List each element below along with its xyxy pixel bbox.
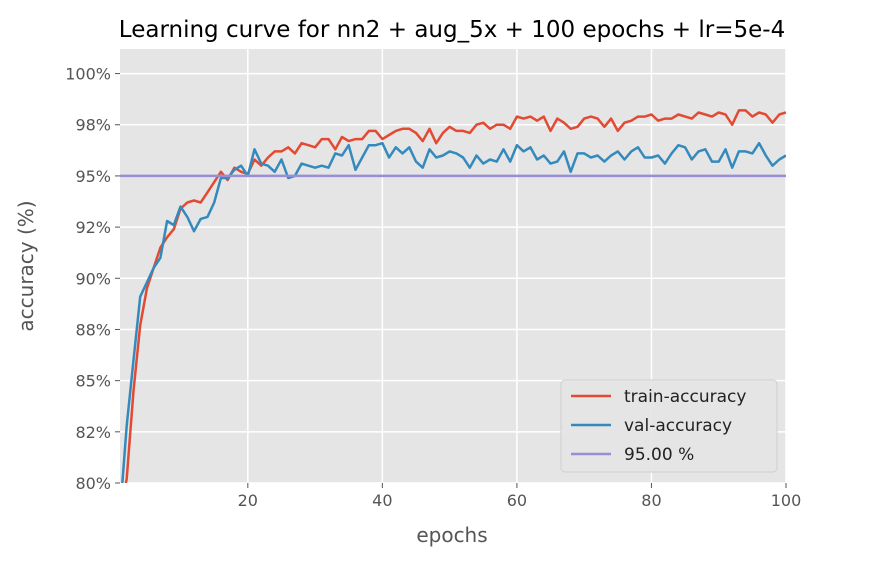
legend-box xyxy=(560,379,778,473)
x-tick-label: 60 xyxy=(507,491,527,510)
x-axis-ticks: 20 40 60 80 100 xyxy=(238,483,802,510)
y-tick-label: 88% xyxy=(75,320,111,339)
legend-label: 95.00 % xyxy=(624,445,694,465)
y-tick-label: 85% xyxy=(75,372,111,391)
grid xyxy=(120,49,787,484)
legend-label: val-accuracy xyxy=(624,416,732,436)
chart-title: Learning curve for nn2 + aug_5x + 100 ep… xyxy=(119,17,785,43)
y-tick-label: 100% xyxy=(65,65,111,84)
series-line-val-accuracy xyxy=(121,141,786,483)
y-axis-ticks: 80% 82% 85% 88% 90% 92% 95% 98% 100% xyxy=(65,65,120,493)
x-axis-label: epochs xyxy=(416,523,487,547)
y-axis-label: accuracy (%) xyxy=(14,200,38,331)
y-tick-label: 98% xyxy=(75,116,111,135)
x-tick-label: 20 xyxy=(238,491,258,510)
x-tick-label: 80 xyxy=(641,491,661,510)
series-lines xyxy=(120,109,786,483)
legend-label: train-accuracy xyxy=(624,387,746,407)
x-tick-label: 40 xyxy=(372,491,392,510)
y-tick-label: 95% xyxy=(75,167,111,186)
y-tick-label: 80% xyxy=(75,474,111,493)
y-tick-label: 92% xyxy=(75,218,111,237)
legend: train-accuracy val-accuracy 95.00 % xyxy=(560,379,778,473)
y-tick-label: 90% xyxy=(75,269,111,288)
x-tick-label: 100 xyxy=(771,491,802,510)
y-tick-label: 82% xyxy=(75,423,111,442)
